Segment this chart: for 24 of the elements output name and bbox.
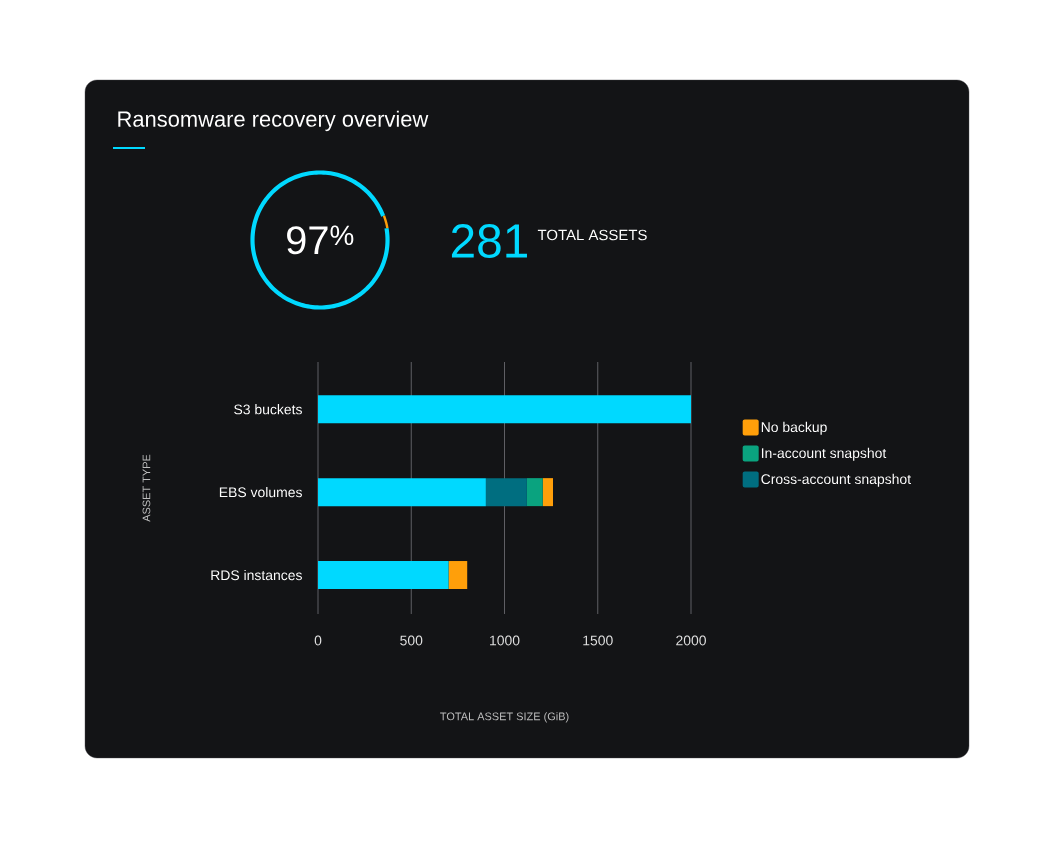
legend-label: In-account snapshot (761, 447, 887, 461)
y-tick-label: RDS instances (211, 569, 302, 581)
x-tick-label: 0 (314, 635, 322, 646)
text: 281 (451, 224, 527, 258)
legend-label: Cross-account snapshot (761, 473, 911, 487)
bar (318, 561, 449, 590)
bar (526, 478, 543, 507)
bar (448, 561, 468, 590)
x-axis-title: TOTAL ASSET SIZE (GiB) (440, 712, 569, 723)
data-label: 97$^{%}$ (287, 225, 354, 255)
bar (485, 478, 527, 507)
legend-label: No backup (761, 421, 827, 435)
chart-title: Ransomware recovery overview (118, 110, 429, 132)
x-tick-label: 1500 (583, 635, 613, 646)
y-tick-label: S3 buckets (234, 404, 302, 415)
bar (318, 395, 692, 424)
x-tick-label: 1000 (490, 635, 520, 646)
bar (318, 478, 486, 507)
y-axis-title: ASSET TYPE (142, 454, 151, 522)
text: TOTAL ASSETS (537, 229, 647, 241)
x-tick-label: 500 (400, 635, 423, 646)
bar (542, 478, 553, 507)
x-tick-label: 2000 (676, 635, 706, 646)
y-tick-label: EBS volumes (219, 487, 302, 498)
